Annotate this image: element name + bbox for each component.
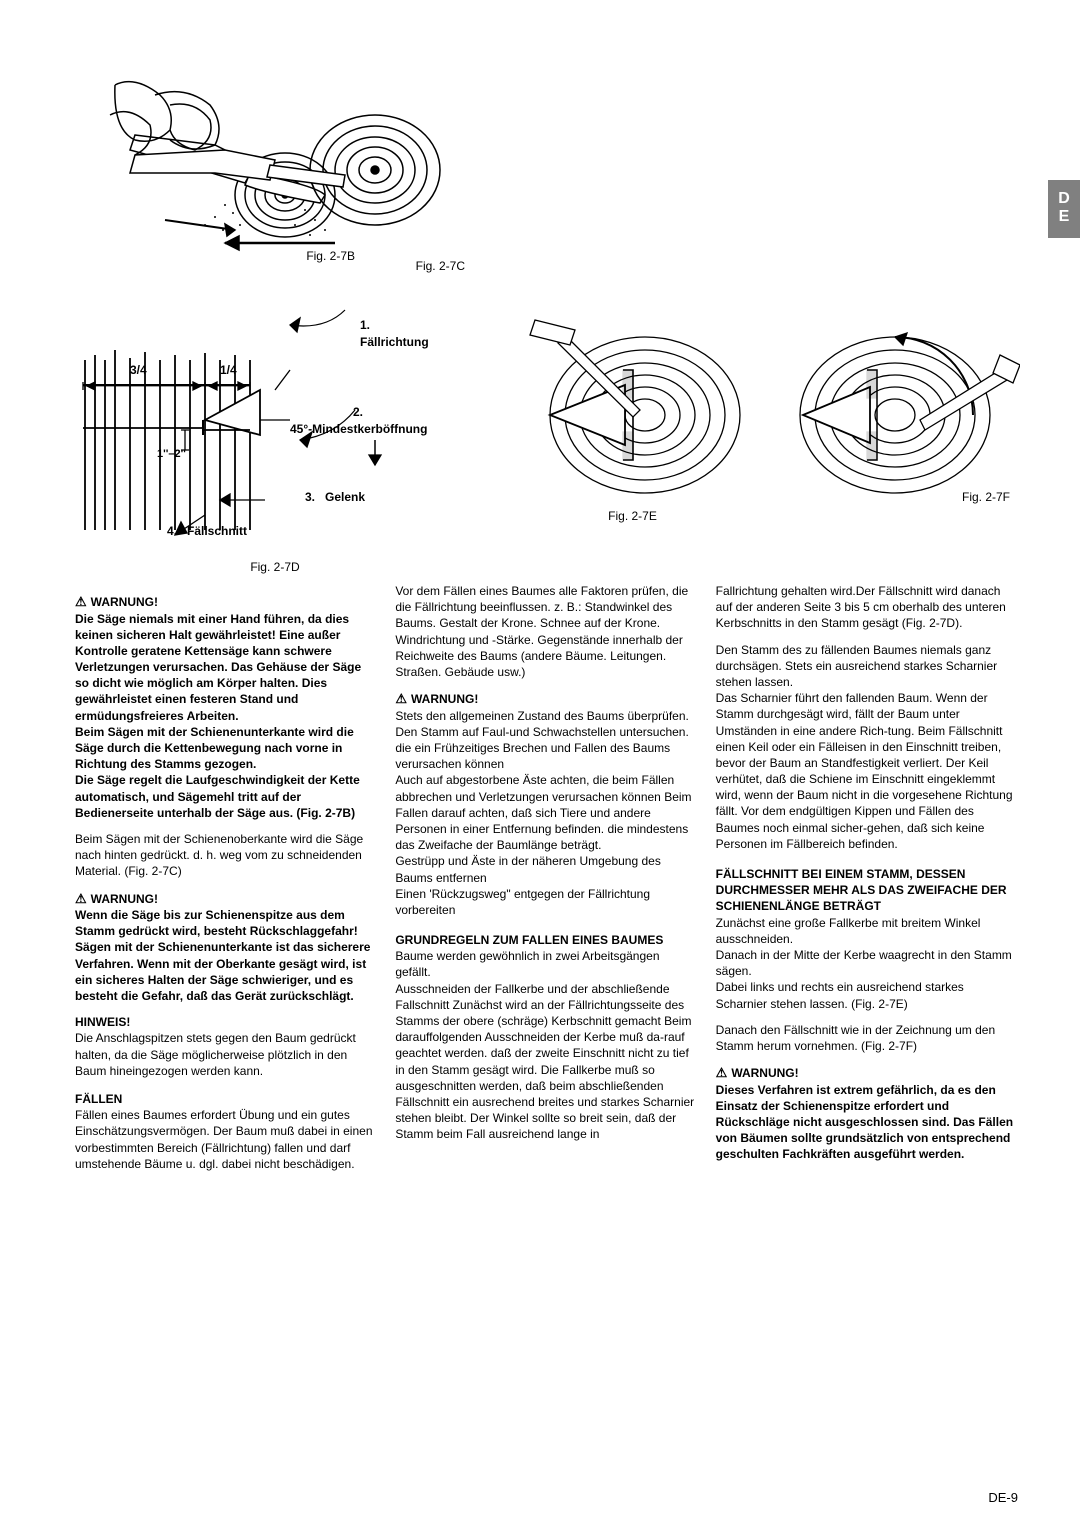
label-n2: 2.: [353, 405, 363, 419]
warning-heading: WARNUNG!: [75, 593, 377, 611]
fig-2-7d-caption: Fig. 2-7D: [75, 560, 475, 574]
hinweis-heading: HINWEIS!: [75, 1014, 377, 1030]
warning-text: Stets den allgemeinen Zustand des Baums …: [395, 708, 697, 773]
fig-2-7f-caption: Fig. 2-7F: [775, 490, 1020, 504]
warning-text-c: Gestrüpp und Äste in der näheren Umgebun…: [395, 853, 697, 885]
faellschnitt-text: Zunächst eine große Fallkerbe mit breite…: [716, 915, 1018, 947]
grundregeln-text-2: Ausschneiden der Fallkerbe und der absch…: [395, 981, 697, 1143]
paragraph: Beim Sägen mit der Schienenoberkante wir…: [75, 831, 377, 880]
figure-2-7e-svg: [505, 315, 760, 505]
warning-heading-2: WARNUNG!: [75, 890, 377, 908]
warning-text: Dieses Verfahren ist extrem gefährlich, …: [716, 1082, 1018, 1163]
faellen-text: Fällen eines Baumes erfordert Übung und …: [75, 1107, 377, 1172]
fig-2-7c-caption: Fig. 2-7C: [75, 259, 495, 273]
paragraph: Vor dem Fällen eines Baumes alle Faktore…: [395, 583, 697, 680]
warning-text: Die Säge niemals mit einer Hand führen, …: [75, 611, 377, 724]
label-14: 1/4: [220, 363, 237, 377]
figure-2-7c-svg: [75, 45, 495, 255]
figure-2-7e: Fig. 2-7E: [505, 315, 760, 523]
figure-2-7d: 1. Fällrichtung 3/4 1/4 2. 45°-Mindestke…: [75, 290, 475, 574]
column-2: Vor dem Fällen eines Baumes alle Faktore…: [395, 583, 697, 1172]
figure-2-7f-svg: [775, 315, 1020, 505]
figure-2-7c: Fig. 2-7C: [75, 45, 495, 273]
warning-heading: WARNUNG!: [395, 690, 697, 708]
warning-text-2: Wenn die Säge bis zur Schienenspitze aus…: [75, 907, 377, 939]
paragraph: Fallrichtung gehalten wird.Der Fällschni…: [716, 583, 1018, 632]
faellen-heading: FÄLLEN: [75, 1091, 377, 1107]
paragraph-2b: Das Scharnier führt den fallenden Baum. …: [716, 690, 1018, 852]
fig-2-7e-caption: Fig. 2-7E: [505, 509, 760, 523]
language-tab: DE: [1048, 180, 1080, 238]
hinweis-text: Die Anschlagspitzen stets gegen den Baum…: [75, 1030, 377, 1079]
column-1: WARNUNG! Die Säge niemals mit einer Hand…: [75, 583, 377, 1172]
grundregeln-text: Baume werden gewöhnlich in zwei Arbeitsg…: [395, 948, 697, 980]
warning-heading: WARNUNG!: [716, 1064, 1018, 1082]
faellschnitt-text-3: Dabei links und rechts ein ausreichend s…: [716, 979, 1018, 1011]
warning-text-2b: Sägen mit der Schienenunterkante ist das…: [75, 939, 377, 1004]
label-mindest: 45°-Mindestkerböffnung: [290, 422, 427, 436]
warning-text-b: Auch auf abgestorbene Äste achten, die b…: [395, 772, 697, 853]
paragraph-3: Danach den Fällschnitt wie in der Zeichn…: [716, 1022, 1018, 1054]
paragraph-2: Den Stamm des zu fällenden Baumes niemal…: [716, 642, 1018, 691]
figures-area: Fig. 2-7B: [75, 45, 1018, 575]
column-3: Fallrichtung gehalten wird.Der Fällschni…: [716, 583, 1018, 1172]
figure-2-7d-svg: [75, 290, 475, 540]
text-columns: WARNUNG! Die Säge niemals mit einer Hand…: [75, 583, 1018, 1172]
warning-text-d: Einen 'Rückzugsweg" entgegen der Fällric…: [395, 886, 697, 918]
warning-text-c: Die Säge regelt die Laufgeschwindigkeit …: [75, 772, 377, 821]
label-n4: 4.: [167, 524, 177, 538]
label-dist: 1''–2'': [157, 448, 186, 460]
label-gelenk: Gelenk: [325, 490, 365, 504]
label-faellschnitt: Fällschnitt: [187, 524, 247, 538]
label-n1: 1.: [360, 318, 370, 332]
page-number: DE-9: [988, 1490, 1018, 1505]
faellschnitt-heading: FÄLLSCHNITT BEI EINEM STAMM, DESSEN DURC…: [716, 866, 1018, 915]
label-34: 3/4: [130, 363, 147, 377]
label-faellrichtung: Fällrichtung: [360, 335, 429, 349]
figure-2-7f: Fig. 2-7F: [775, 315, 1020, 504]
label-n3: 3.: [305, 490, 315, 504]
warning-text-b: Beim Sägen mit der Schienenunterkante wi…: [75, 724, 377, 773]
grundregeln-heading: GRUNDREGELN ZUM FALLEN EINES BAUMES: [395, 932, 697, 948]
faellschnitt-text-2: Danach in der Mitte der Kerbe waagrecht …: [716, 947, 1018, 979]
